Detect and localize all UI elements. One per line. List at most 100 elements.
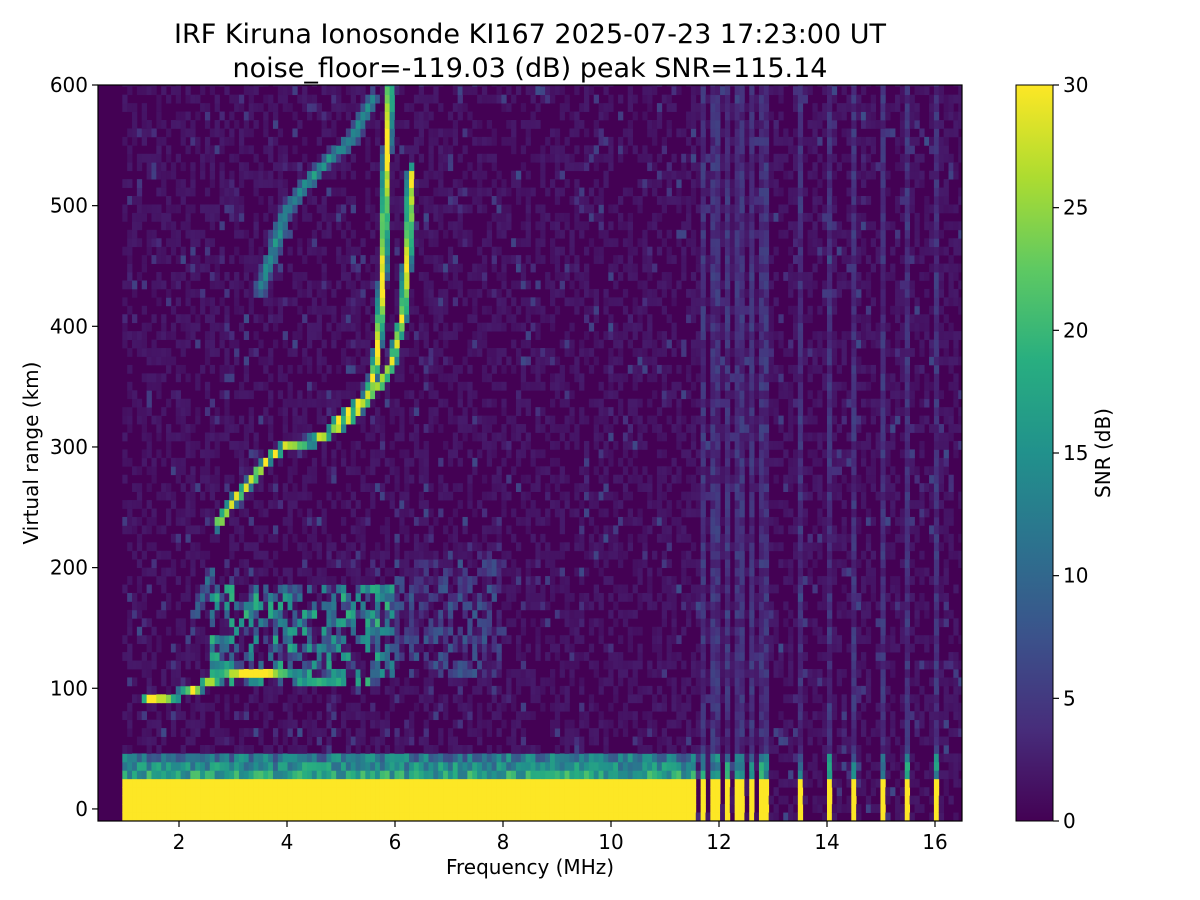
- heatmap-cell: [584, 719, 590, 729]
- heatmap-cell: [170, 753, 177, 763]
- heatmap-cell: [311, 584, 318, 594]
- heatmap-cell: [370, 761, 376, 771]
- heatmap-cell: [569, 609, 575, 619]
- heatmap-cell: [175, 660, 182, 670]
- heatmap-cell: [506, 795, 512, 805]
- heatmap-cell: [467, 626, 473, 636]
- heatmap-cell: [243, 255, 250, 264]
- heatmap-cell: [481, 812, 488, 821]
- heatmap-cell: [549, 424, 556, 433]
- heatmap-cell: [365, 795, 371, 805]
- heatmap-cell: [316, 550, 322, 560]
- heatmap-cell: [491, 263, 497, 273]
- heatmap-cell: [287, 85, 293, 87]
- heatmap-cell: [593, 618, 599, 628]
- heatmap-cell: [423, 229, 429, 239]
- heatmap-cell: [277, 618, 284, 628]
- heatmap-cell: [161, 407, 167, 416]
- heatmap-cell: [593, 305, 599, 315]
- heatmap-cell: [375, 128, 381, 138]
- heatmap-cell: [375, 719, 381, 729]
- heatmap-cell: [443, 567, 449, 577]
- heatmap-cell: [321, 85, 327, 87]
- heatmap-cell: [175, 111, 182, 121]
- heatmap-cell: [248, 288, 254, 298]
- heatmap-cell: [302, 677, 308, 687]
- heatmap-cell: [365, 170, 371, 180]
- heatmap-cell: [535, 778, 541, 788]
- heatmap-cell: [311, 331, 318, 340]
- heatmap-cell: [559, 145, 565, 155]
- heatmap-cell: [603, 736, 609, 746]
- heatmap-cell: [584, 305, 590, 315]
- heatmap-cell: [297, 618, 303, 628]
- heatmap-cell: [394, 179, 400, 188]
- heatmap-cell: [394, 297, 400, 307]
- heatmap-cell: [418, 643, 425, 653]
- heatmap-cell: [515, 804, 522, 813]
- heatmap-cell: [530, 685, 536, 695]
- heatmap-cell: [272, 246, 279, 256]
- heatmap-cell: [389, 500, 395, 509]
- heatmap-cell: [204, 381, 211, 391]
- heatmap-cell: [389, 348, 395, 357]
- heatmap-cell: [472, 643, 478, 653]
- heatmap-cell: [438, 398, 444, 408]
- heatmap-cell: [326, 229, 332, 239]
- heatmap-cell: [496, 618, 502, 628]
- heatmap-cell: [127, 348, 133, 357]
- heatmap-cell: [248, 609, 254, 619]
- heatmap-cell: [195, 229, 201, 239]
- heatmap-cell: [481, 652, 488, 661]
- heatmap-cell: [375, 314, 381, 324]
- heatmap-cell: [190, 94, 196, 104]
- heatmap-cell: [506, 415, 512, 425]
- heatmap-cell: [229, 196, 235, 205]
- heatmap-cell: [506, 736, 512, 746]
- heatmap-cell: [394, 550, 400, 560]
- heatmap-cell: [331, 119, 337, 129]
- heatmap-cell: [477, 812, 483, 821]
- heatmap-cell: [146, 804, 152, 813]
- heatmap-cell: [224, 804, 230, 813]
- heatmap-cell: [496, 795, 502, 805]
- heatmap-cell: [549, 753, 556, 763]
- heatmap-cell: [214, 466, 220, 476]
- heatmap-cell: [384, 550, 390, 560]
- heatmap-cell: [375, 212, 381, 222]
- heatmap-cell: [127, 677, 133, 687]
- heatmap-cell: [370, 162, 376, 172]
- heatmap-cell: [185, 432, 191, 442]
- heatmap-cell: [292, 677, 298, 687]
- heatmap-cell: [409, 652, 415, 661]
- heatmap-cell: [409, 635, 415, 645]
- heatmap-cell: [302, 542, 308, 552]
- heatmap-cell: [603, 136, 609, 146]
- heatmap-cell: [438, 660, 444, 670]
- heatmap-cell: [375, 280, 381, 290]
- heatmap-cell: [355, 668, 361, 678]
- heatmap-cell: [136, 153, 143, 163]
- heatmap-cell: [457, 381, 463, 391]
- heatmap-cell: [214, 407, 220, 416]
- heatmap-cell: [564, 584, 570, 594]
- heatmap-cell: [146, 702, 152, 712]
- heatmap-cell: [146, 390, 152, 400]
- heatmap-cell: [248, 516, 254, 526]
- heatmap-cell: [238, 162, 245, 172]
- heatmap-cell: [394, 592, 400, 602]
- heatmap-cell: [501, 221, 507, 231]
- heatmap-cell: [418, 196, 425, 205]
- heatmap-cell: [438, 508, 444, 518]
- heatmap-cell: [336, 145, 342, 155]
- heatmap-cell: [311, 179, 318, 188]
- heatmap-cell: [272, 550, 279, 560]
- heatmap-cell: [243, 761, 250, 771]
- heatmap-cell: [569, 297, 575, 307]
- heatmap-cell: [292, 652, 298, 661]
- heatmap-cell: [350, 787, 356, 797]
- heatmap-cell: [370, 348, 376, 357]
- heatmap-cell: [190, 778, 196, 788]
- heatmap-cell: [394, 474, 400, 484]
- heatmap-cell: [584, 508, 590, 518]
